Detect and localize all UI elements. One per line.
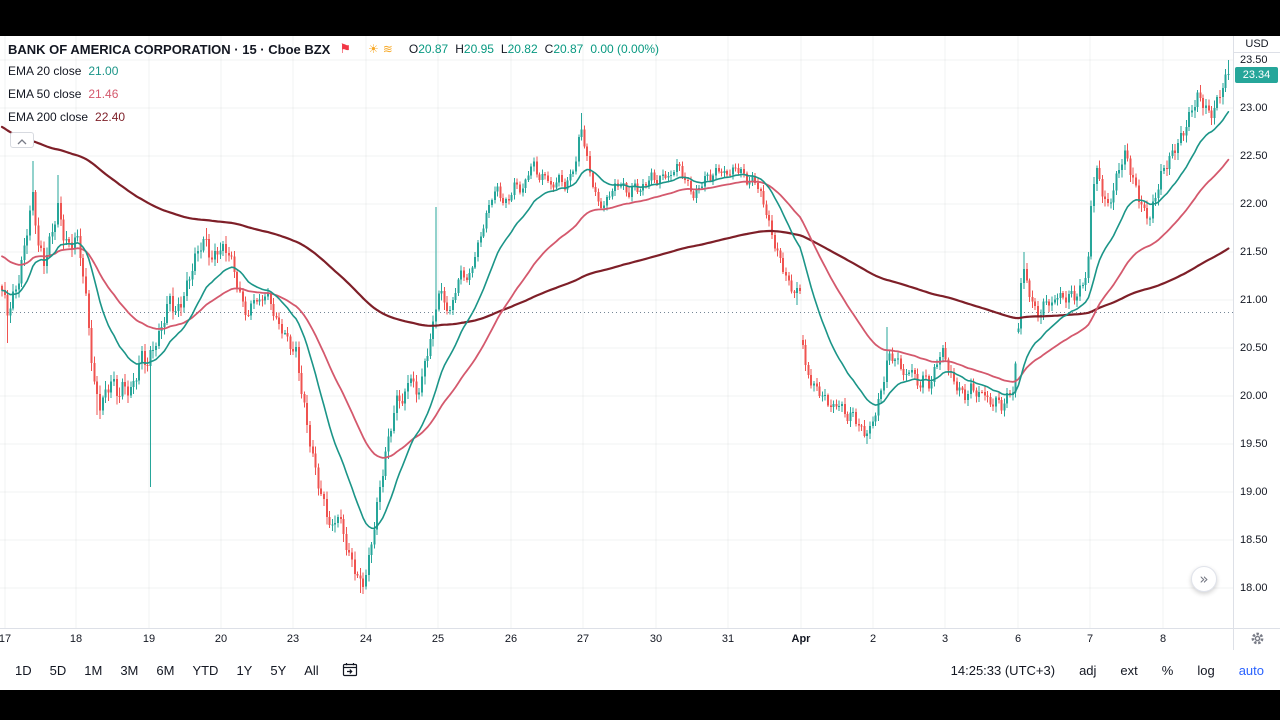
price-axis[interactable]: USD 23.34 23.50 23.00 22.50 22.00 21.50 21.00… (1233, 36, 1280, 650)
indicator-row[interactable]: EMA 50 close 21.46 (8, 86, 118, 102)
ohlc-label: O (408, 42, 419, 56)
market-status-icon: ☀ (368, 42, 379, 56)
go-to-date-icon[interactable] (342, 662, 358, 678)
ohlc-value: 20.87 (553, 42, 584, 56)
price-axis-label: 18.00 (1240, 582, 1268, 594)
toolbar-item-ext[interactable]: ext (1120, 662, 1138, 678)
indicator-name: EMA 20 close (8, 64, 82, 78)
time-axis-label: 25 (431, 633, 445, 645)
axis-mode-buttons: adj ext% log auto (1079, 663, 1264, 678)
toolbar-item-auto[interactable]: auto (1238, 662, 1264, 678)
time-axis-label: 31 (721, 633, 735, 645)
symbol-legend: BANK OF AMERICA CORPORATION · 15 · Cboe … (8, 41, 659, 57)
toolbar-item-percent[interactable]: % (1161, 662, 1174, 678)
letterbox-top (0, 0, 1280, 36)
collapse-legend-button[interactable] (10, 132, 34, 148)
indicator-row[interactable]: EMA 20 close 21.00 (8, 63, 118, 79)
ohlc-label: H (455, 42, 464, 56)
range-button-5d[interactable]: 5D (49, 662, 67, 678)
range-buttons: 1D 5D 1M 3M 6M YTD 1Y 5Y All (8, 660, 326, 681)
price-axis-label: 22.00 (1240, 198, 1268, 210)
time-axis-label: 23 (286, 633, 300, 645)
last-price-badge: 23.34 (1235, 67, 1278, 84)
axis-divider (0, 628, 1280, 629)
time-axis-label: 20 (214, 633, 228, 645)
ohlc-pair: O20.87 (409, 42, 448, 56)
letterbox-bottom (0, 690, 1280, 720)
ohlc-label: L (500, 42, 508, 56)
change-value: 0.00 (0.00%) (590, 42, 660, 56)
toolbar-item-adj[interactable]: adj (1079, 662, 1097, 678)
price-axis-label: 23.50 (1240, 54, 1268, 66)
range-button-1m[interactable]: 1M (84, 662, 103, 678)
currency-label[interactable]: USD (1234, 36, 1280, 53)
indicator-name: EMA 50 close (8, 87, 82, 101)
time-axis-label: 6 (1014, 633, 1022, 645)
ohlc-pair: L20.82 (501, 42, 538, 56)
toolbar-right: 14:25:33 (UTC+3) adj ext% log auto (951, 663, 1264, 678)
price-axis-label: 21.50 (1240, 246, 1268, 258)
ohlc-value: 20.95 (463, 42, 494, 56)
indicator-row[interactable]: EMA 200 close 22.40 (8, 109, 125, 125)
ohlc-label: C (544, 42, 554, 56)
indicator-value: 22.40 (95, 110, 126, 124)
price-axis-label: 19.00 (1240, 486, 1268, 498)
time-axis-label: 27 (576, 633, 590, 645)
range-button-ytd[interactable]: YTD (192, 662, 219, 678)
ohlc-pair: H20.95 (455, 42, 494, 56)
price-axis-label: 20.50 (1240, 342, 1268, 354)
range-button-5y[interactable]: 5Y (270, 662, 287, 678)
range-button-6m[interactable]: 6M (156, 662, 175, 678)
range-button-1y[interactable]: 1Y (236, 662, 253, 678)
chevron-up-icon (17, 133, 27, 148)
time-axis-label: 8 (1159, 633, 1167, 645)
ohlc-values: O20.87 H20.95 L20.82 C20.87 0.00 (0.00%) (409, 42, 659, 56)
time-axis-label: 17 (0, 633, 12, 645)
range-button-3m[interactable]: 3M (120, 662, 139, 678)
ohlc-pair: C20.87 (545, 42, 584, 56)
time-axis-label: Apr (791, 633, 811, 645)
chart-plot-area[interactable]: BANK OF AMERICA CORPORATION · 15 · Cboe … (0, 36, 1233, 628)
price-axis-label: 19.50 (1240, 438, 1268, 450)
toolbar-item-log[interactable]: log (1197, 662, 1215, 678)
time-axis-label: 3 (941, 633, 949, 645)
scroll-to-latest-button[interactable]: » (1191, 566, 1217, 592)
bottom-toolbar: 1D 5D 1M 3M 6M YTD 1Y 5Y All 14:25:33 (UTC+3) ad… (0, 650, 1280, 690)
price-axis-label: 18.50 (1240, 534, 1268, 546)
price-axis-label: 23.00 (1240, 102, 1268, 114)
trading-chart-app: BANK OF AMERICA CORPORATION · 15 · Cboe … (0, 36, 1280, 690)
data-delay-icon: ≋ (382, 42, 393, 56)
candlestick-chart[interactable] (0, 36, 1233, 628)
flag-icon[interactable]: ⚑ (339, 41, 352, 56)
time-axis-label: 7 (1086, 633, 1094, 645)
ohlc-value: 20.87 (418, 42, 449, 56)
price-axis-label: 22.50 (1240, 150, 1268, 162)
indicator-value: 21.00 (88, 64, 119, 78)
time-axis[interactable]: 17 18 19 20 23 24 25 26 27 30 31 Apr 2 3 6 7 8 (0, 629, 1233, 650)
indicator-value: 21.46 (88, 87, 119, 101)
range-button-all[interactable]: All (304, 662, 319, 678)
price-axis-label: 20.00 (1240, 390, 1268, 402)
range-button-1d[interactable]: 1D (15, 662, 32, 678)
clock[interactable]: 14:25:33 (UTC+3) (950, 662, 1056, 678)
time-axis-label: 26 (504, 633, 518, 645)
indicator-name: EMA 200 close (8, 110, 89, 124)
settings-gear-icon[interactable] (1249, 630, 1265, 646)
time-axis-label: 18 (69, 633, 83, 645)
symbol-title[interactable]: BANK OF AMERICA CORPORATION · 15 · Cboe … (8, 41, 331, 57)
time-axis-label: 24 (359, 633, 373, 645)
price-axis-label: 21.00 (1240, 294, 1268, 306)
time-axis-label: 19 (142, 633, 156, 645)
ohlc-value: 20.82 (507, 42, 538, 56)
time-axis-label: 2 (869, 633, 877, 645)
time-axis-label: 30 (649, 633, 663, 645)
